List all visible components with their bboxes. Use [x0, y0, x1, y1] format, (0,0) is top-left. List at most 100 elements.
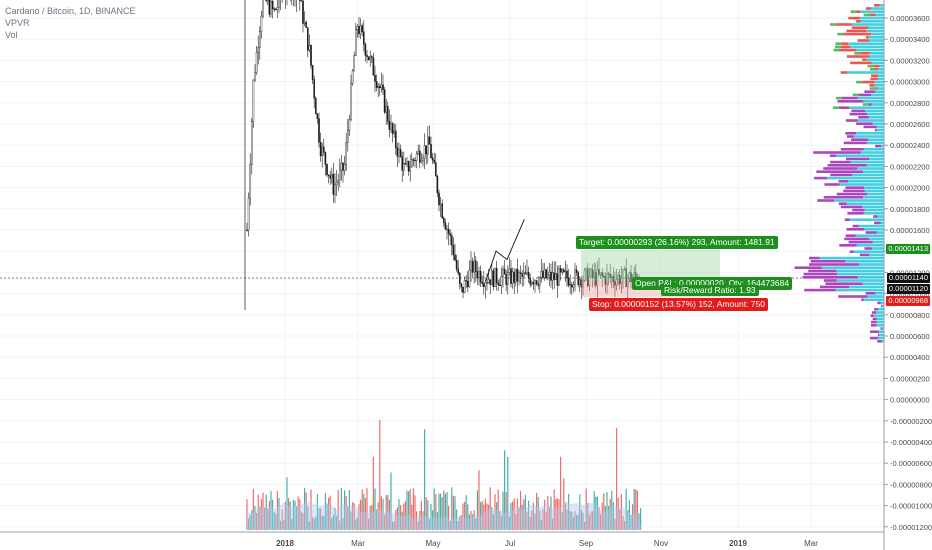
- vpvr-indicator-label[interactable]: VPVR: [5, 18, 30, 28]
- candle-up: [606, 273, 608, 285]
- vpvr-bar-up: [868, 116, 884, 119]
- vpvr-bar-down: [861, 298, 864, 301]
- vpvr-bar-up: [847, 71, 884, 74]
- candle-down: [467, 280, 469, 287]
- volume-bar-up: [315, 516, 317, 530]
- candle-down: [441, 203, 444, 219]
- volume-bar-up: [273, 512, 275, 530]
- vpvr-bar-down: [839, 244, 857, 247]
- vpvr-bar-down: [829, 154, 837, 157]
- candle-up: [526, 271, 528, 275]
- symbol-title[interactable]: Cardano / Bitcoin, 1D, BINANCE: [5, 6, 136, 16]
- volume-bar-up: [307, 506, 309, 530]
- volume-bar-down: [464, 501, 466, 530]
- vpvr-bar-up: [863, 100, 884, 103]
- volume-bar-up: [398, 499, 400, 530]
- candle-down: [604, 276, 607, 285]
- candle-up: [478, 270, 480, 278]
- volume-bar-up: [334, 507, 336, 530]
- vpvr-bar-down: [869, 84, 875, 87]
- candle-up: [303, 22, 306, 24]
- candle-down: [462, 286, 464, 293]
- volume-bar-down: [337, 489, 339, 530]
- y-tick-label: 0.00002200: [890, 162, 930, 171]
- candle-down: [635, 272, 637, 277]
- volume-bar-up: [275, 514, 277, 530]
- time-axis[interactable]: 2018 Mar May Jul Sep Nov 2019 Mar: [276, 539, 818, 548]
- vpvr-bar-down: [845, 157, 870, 161]
- volume-bar-down: [452, 495, 454, 530]
- volume-bar-up: [270, 490, 272, 530]
- vpvr-bar-down: [846, 228, 865, 231]
- candle-down: [607, 273, 610, 275]
- volume-bar-up: [596, 496, 598, 530]
- candle-down: [444, 222, 447, 230]
- vpvr-bar-up: [868, 36, 884, 39]
- y-tick-label: 0.00003200: [890, 56, 930, 65]
- stop-label[interactable]: Stop: 0.00000152 (13.57%) 152, Amount: 7…: [589, 298, 768, 311]
- vpvr-bar-up: [869, 39, 884, 42]
- vpvr-bar-up: [863, 298, 884, 301]
- vpvr-bar-down: [871, 74, 878, 77]
- volume-bar-down: [620, 494, 622, 530]
- candle-up: [543, 269, 546, 278]
- volume-bar-down: [584, 521, 586, 530]
- volume-bar-up: [348, 490, 350, 530]
- vpvr-bar-down: [808, 269, 837, 273]
- candle-down: [475, 260, 477, 272]
- candle-up: [564, 270, 567, 273]
- candle-down: [489, 279, 492, 285]
- vpvr-bar-up: [857, 119, 884, 122]
- volume-bar-up: [499, 510, 501, 530]
- volume-bar-up: [524, 494, 526, 530]
- volume-bar-up: [504, 450, 506, 530]
- chart-grid: [0, 0, 884, 532]
- volume-bar-up: [248, 518, 250, 530]
- candle-down: [383, 89, 386, 113]
- price-candles[interactable]: [246, 0, 642, 300]
- candle-up: [523, 272, 525, 277]
- risk-reward-label[interactable]: Risk/Reward Ratio: 1.93: [661, 285, 759, 296]
- volume-bar-up: [283, 519, 285, 530]
- volume-bar-down: [412, 488, 414, 530]
- candle-down: [404, 163, 407, 165]
- candle-up: [622, 269, 624, 279]
- x-tick-label: Mar: [804, 539, 818, 548]
- candle-down: [299, 0, 301, 1]
- vpvr-bar-down: [802, 276, 858, 279]
- volume-bar-down: [448, 505, 450, 530]
- vpvr-bar-up: [866, 58, 884, 61]
- volume-bar-up: [323, 515, 325, 530]
- candle-up: [343, 164, 346, 171]
- volume-bar-up: [595, 496, 597, 530]
- vpvr-bar-up: [877, 336, 884, 340]
- candle-up: [260, 15, 263, 33]
- candle-up: [508, 268, 511, 273]
- vpvr-bar-up: [867, 192, 884, 196]
- volume-bar-up: [401, 511, 403, 530]
- candle-down: [577, 272, 579, 285]
- volume-bar-up: [496, 502, 498, 530]
- target-label[interactable]: Target: 0.00000293 (26.16%) 293, Amount:…: [576, 236, 778, 249]
- y-tick-label: -0.00000600: [890, 459, 932, 468]
- volume-bar-up: [336, 515, 338, 530]
- vpvr-bar-up: [858, 224, 884, 228]
- vpvr-bar-up: [875, 13, 884, 17]
- volume-bar-down: [347, 506, 349, 530]
- candle-down: [372, 57, 375, 76]
- candle-down: [313, 79, 316, 99]
- volume-bar-down: [414, 495, 416, 530]
- candle-down: [329, 175, 332, 179]
- volume-indicator-label[interactable]: Vol: [5, 30, 18, 40]
- vpvr-bar-green: [850, 10, 857, 13]
- vpvr-bar-down: [838, 106, 850, 109]
- volume-bar-down: [297, 496, 299, 530]
- vpvr-bar-up: [871, 32, 884, 36]
- vpvr-bar-up: [836, 154, 884, 157]
- volume-bar-down: [588, 515, 590, 530]
- vpvr-bar-up: [856, 132, 884, 135]
- candle-down: [371, 56, 373, 59]
- candle-up: [500, 276, 503, 286]
